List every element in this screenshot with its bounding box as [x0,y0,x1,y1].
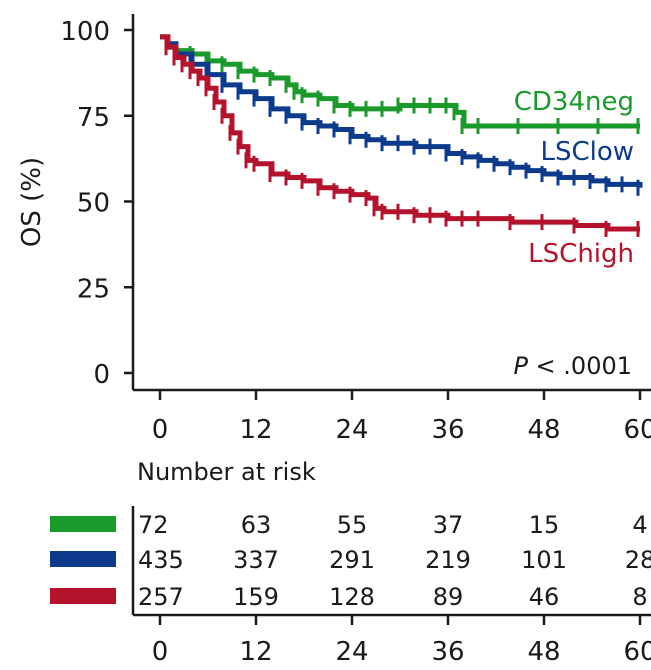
risk-row-swatch [50,588,116,604]
p-value-annotation: P < .0001 [513,352,632,380]
risk-table-cell: 291 [329,546,375,574]
risk-table-cell: 37 [433,511,464,539]
risk-table-cell: 101 [521,546,567,574]
label-layer: CD34neg LSClow LSChigh P < .0001 [513,87,634,380]
risk-table-x-tick-label: 36 [431,637,464,666]
plot-axes: 0 25 50 75 100 OS (%) 0 12 24 36 48 60 [17,14,651,445]
risk-row-swatch [50,551,116,567]
risk-table-cell: 63 [241,511,272,539]
x-tick-label: 0 [152,415,169,445]
survival-curve-LSChigh [160,34,640,232]
survival-curve-LSClow [160,34,643,188]
risk-table-x-tick-label: 48 [527,637,560,666]
x-tick-label: 24 [335,415,368,445]
risk-table-cell: 15 [529,511,560,539]
risk-table-cell: 219 [425,546,471,574]
risk-table-cell: 8 [632,583,647,611]
risk-table-cell: 435 [138,546,184,574]
risk-table-cell: 128 [329,583,375,611]
risk-table-cell: 89 [433,583,464,611]
series-label-CD34neg: CD34neg [514,87,634,117]
y-tick-label: 100 [60,17,110,47]
risk-table-x-tick-label: 60 [623,637,651,666]
risk-table: Number at risk 72 63 55 37 15 4 435 337 291 219 101… [50,458,651,667]
y-tick-label: 25 [77,274,110,304]
y-axis-label: OS (%) [17,157,47,247]
series-label-LSChigh: LSChigh [528,239,634,269]
risk-table-cell: 159 [233,583,279,611]
y-tick-label: 50 [77,189,110,219]
survival-curve-CD34neg [160,34,640,129]
p-value-text: < .0001 [528,352,632,380]
x-tick-label: 48 [527,415,560,445]
risk-table-title: Number at risk [137,458,316,486]
series-layer [160,34,643,237]
risk-table-x-tick-label: 12 [239,637,272,666]
risk-table-cell: 46 [529,583,560,611]
p-value-symbol: P [513,352,528,380]
risk-row-swatch [50,516,116,532]
y-tick-label: 75 [77,103,110,133]
risk-table-cell: 72 [138,511,169,539]
series-label-LSClow: LSClow [540,137,634,167]
risk-table-cell: 55 [337,511,368,539]
risk-table-cell: 4 [632,511,647,539]
risk-table-x-tick-label: 0 [152,637,169,666]
x-tick-label: 60 [623,415,651,445]
x-tick-label: 36 [431,415,464,445]
risk-table-cell: 257 [138,583,184,611]
y-tick-label: 0 [93,360,110,390]
risk-table-cell: 337 [233,546,279,574]
x-tick-label: 12 [239,415,272,445]
risk-table-x-tick-label: 24 [335,637,368,666]
risk-table-cell: 28 [625,546,651,574]
